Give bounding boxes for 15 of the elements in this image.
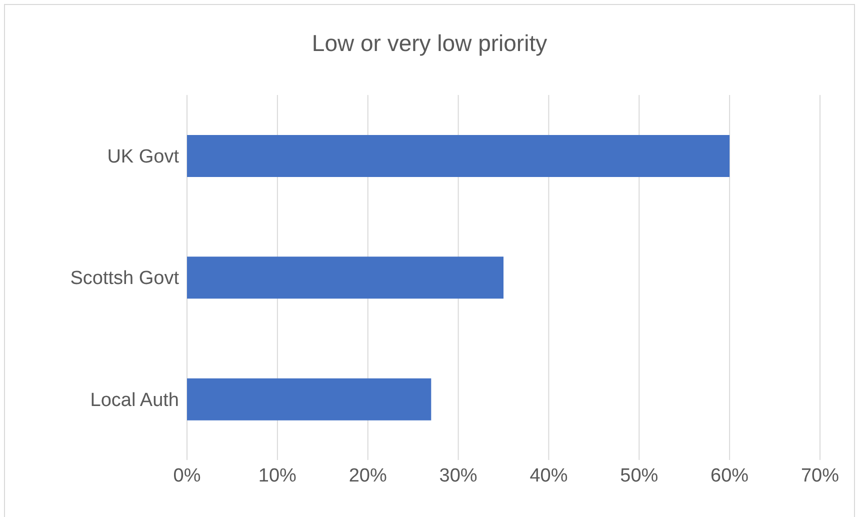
x-tick-label: 10% [258,465,297,486]
x-tick-label: 20% [348,465,387,486]
x-tick-label: 60% [710,465,749,486]
y-tick-label: UK Govt [107,146,180,168]
bar [187,378,432,420]
x-tick-label: 50% [620,465,658,486]
y-tick-label: Scottsh Govt [70,268,180,290]
x-tick-label: 40% [530,465,568,486]
x-tick-label: 30% [439,465,478,486]
chart-title: Low or very low priority [310,30,548,57]
bar [187,135,730,177]
x-tick-label: 70% [800,465,840,486]
y-tick-label: Local Auth [90,390,179,411]
bar [187,256,504,299]
x-tick-label: 0% [173,465,201,486]
